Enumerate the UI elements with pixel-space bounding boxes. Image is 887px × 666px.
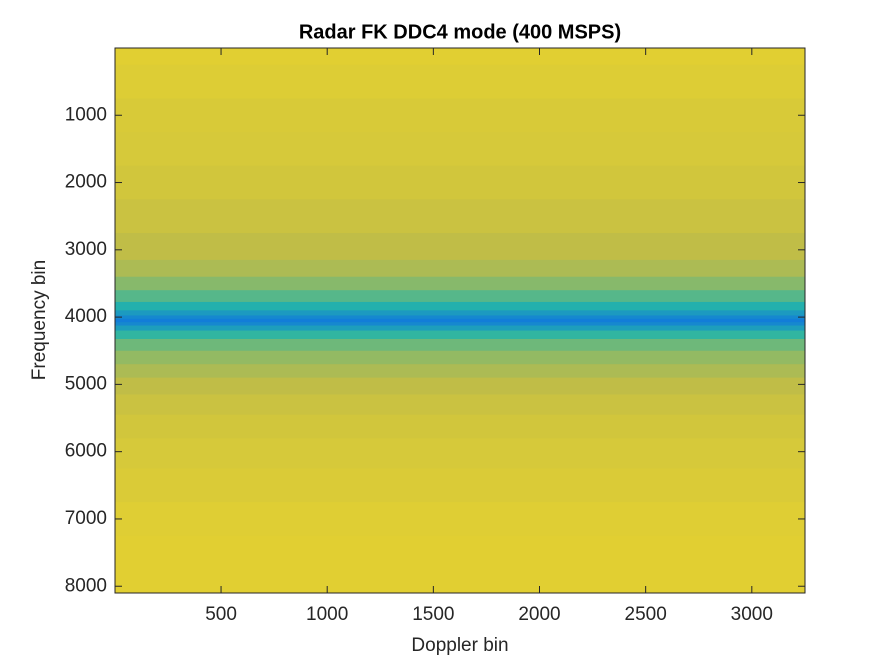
y-axis-label: Frequency bin [29, 260, 50, 380]
heatmap-row [115, 350, 805, 365]
chart-title: Radar FK DDC4 mode (400 MSPS) [299, 21, 621, 43]
x-tick-label: 2500 [625, 604, 667, 625]
y-tick-label: 5000 [65, 373, 107, 394]
y-tick-label: 8000 [65, 575, 107, 596]
x-tick-label: 500 [205, 604, 237, 625]
heatmap-row [115, 315, 805, 320]
heatmap-row [115, 310, 805, 316]
heatmap-row [115, 318, 805, 323]
x-tick-label: 1500 [412, 604, 454, 625]
x-tick-label: 2000 [518, 604, 560, 625]
plot-frame [114, 47, 806, 594]
y-tick-label: 3000 [65, 239, 107, 260]
x-tick-label: 3000 [731, 604, 773, 625]
heatmap-row [115, 502, 805, 537]
heatmap-row [115, 232, 805, 261]
x-tick-label: 1000 [306, 604, 348, 625]
heatmap-row [115, 535, 805, 574]
heatmap-row [115, 301, 805, 311]
heatmap-row [115, 438, 805, 469]
heatmap-row [115, 377, 805, 395]
y-tick-label: 2000 [65, 172, 107, 193]
heatmap-row [115, 98, 805, 133]
heatmap-row [115, 132, 805, 167]
heatmap-row [115, 394, 805, 416]
heatmap-row [115, 48, 805, 66]
heatmap-row [115, 259, 805, 278]
heatmap-row [115, 468, 805, 503]
heatmap-row [115, 322, 805, 327]
y-tick-label: 7000 [65, 508, 107, 529]
y-tick-label: 1000 [65, 104, 107, 125]
heatmap-row [115, 276, 805, 291]
heatmap-row [115, 165, 805, 200]
heatmap-row [115, 64, 805, 99]
x-axis-label: Doppler bin [411, 635, 508, 656]
heatmap-row [115, 325, 805, 332]
heatmap-row [115, 364, 805, 379]
heatmap-row [115, 338, 805, 352]
heatmap-row [115, 199, 805, 234]
heatmap-row [115, 414, 805, 439]
y-tick-label: 6000 [65, 441, 107, 462]
heatmap-row [115, 330, 805, 340]
heatmap-row [115, 572, 805, 594]
y-tick-label: 4000 [65, 306, 107, 327]
heatmap-row [115, 290, 805, 303]
